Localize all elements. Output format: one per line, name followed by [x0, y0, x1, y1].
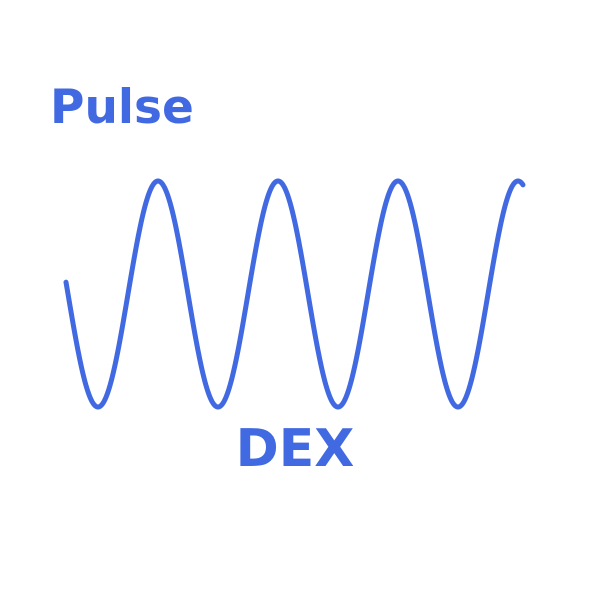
logo-word-top: Pulse	[50, 80, 194, 135]
logo-word-bottom: DEX	[235, 419, 355, 479]
sine-wave-path	[63, 178, 526, 410]
